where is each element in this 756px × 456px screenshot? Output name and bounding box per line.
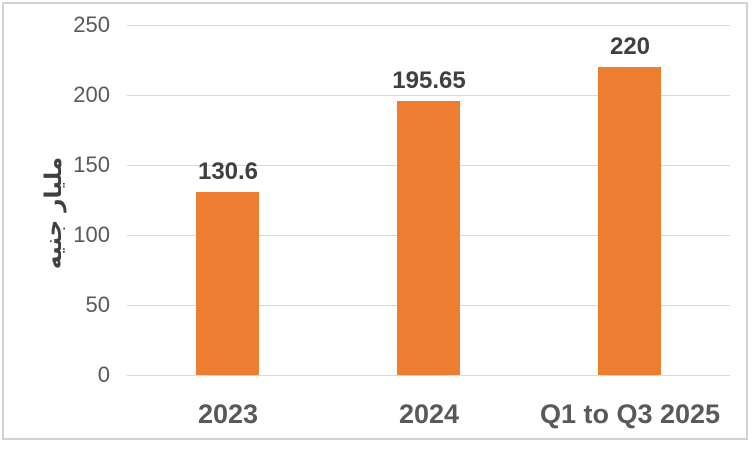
data-label-2024: 195.65	[392, 67, 466, 94]
y-tick-50: 50	[85, 292, 110, 317]
data-label-2023: 130.6	[197, 158, 259, 185]
y-tick-200: 200	[73, 82, 110, 107]
y-tick-100: 100	[73, 222, 110, 247]
bar-2024	[397, 101, 460, 375]
gridline-0	[127, 375, 730, 376]
gridline-200	[127, 95, 730, 96]
x-label-2024: 2024	[398, 399, 460, 429]
data-label-q1-to-q3-2025: 220	[609, 33, 651, 60]
bar-2023	[196, 192, 259, 375]
x-label-2023: 2023	[197, 399, 259, 429]
y-tick-250: 250	[73, 12, 110, 37]
bar-q1-to-q3-2025	[598, 67, 661, 375]
gridline-250	[127, 25, 730, 26]
y-tick-0: 0	[97, 362, 110, 387]
y-tick-150: 150	[73, 152, 110, 177]
x-label-q1-to-q3-2025: Q1 to Q3 2025	[539, 399, 721, 429]
